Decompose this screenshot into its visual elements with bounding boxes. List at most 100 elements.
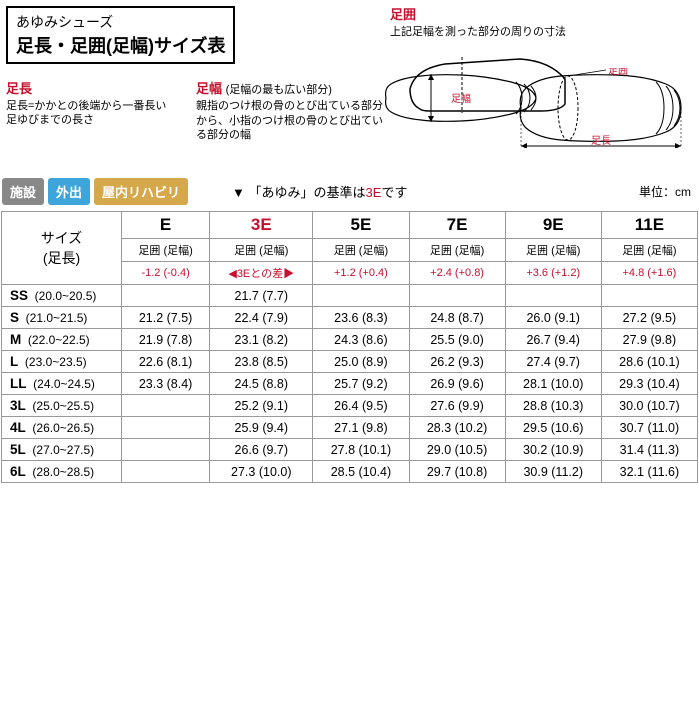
value-cell: 24.3 (8.6) bbox=[313, 329, 409, 351]
value-cell: 29.0 (10.5) bbox=[409, 439, 505, 461]
value-cell: 25.7 (9.2) bbox=[313, 373, 409, 395]
size-cell: 6L (28.0~28.5) bbox=[2, 461, 122, 483]
value-cell: 29.7 (10.8) bbox=[409, 461, 505, 483]
header-sublabel: 足囲 (足幅) bbox=[601, 239, 697, 262]
table-row: SS (20.0~20.5) 21.7 (7.7) bbox=[2, 285, 698, 307]
value-cell: 22.4 (7.9) bbox=[210, 307, 313, 329]
size-cell: 5L (27.0~27.5) bbox=[2, 439, 122, 461]
value-cell: 30.9 (11.2) bbox=[505, 461, 601, 483]
size-cell: 4L (26.0~26.5) bbox=[2, 417, 122, 439]
table-row: 5L (27.0~27.5)26.6 (9.7)27.8 (10.1)29.0 … bbox=[2, 439, 698, 461]
value-cell: 28.6 (10.1) bbox=[601, 351, 697, 373]
value-cell: 26.4 (9.5) bbox=[313, 395, 409, 417]
ashihaba-title: 足幅 bbox=[196, 81, 222, 96]
title-big: 足長・足囲(足幅)サイズ表 bbox=[16, 32, 225, 58]
table-row: 6L (28.0~28.5)27.3 (10.0)28.5 (10.4)29.7… bbox=[2, 461, 698, 483]
value-cell: 23.1 (8.2) bbox=[210, 329, 313, 351]
table-row: 4L (26.0~26.5) 25.9 (9.4)27.1 (9.8)28.3 (… bbox=[2, 417, 698, 439]
value-cell: 25.5 (9.0) bbox=[409, 329, 505, 351]
ashicho-block: 足長 足長=かかとの後端から一番長い足ゆびまでの長さ bbox=[6, 78, 176, 128]
value-cell: 28.1 (10.0) bbox=[505, 373, 601, 395]
value-cell: 27.9 (9.8) bbox=[601, 329, 697, 351]
value-cell: 26.2 (9.3) bbox=[409, 351, 505, 373]
value-cell bbox=[122, 285, 210, 307]
value-cell: 25.2 (9.1) bbox=[210, 395, 313, 417]
value-cell: 27.3 (10.0) bbox=[210, 461, 313, 483]
svg-text:足幅: 足幅 bbox=[451, 92, 471, 105]
header-sublabel: 足囲 (足幅) bbox=[122, 239, 210, 262]
value-cell: 24.5 (8.8) bbox=[210, 373, 313, 395]
value-cell: 26.0 (9.1) bbox=[505, 307, 601, 329]
table-row: L (23.0~23.5)22.6 (8.1)23.8 (8.5)25.0 (8… bbox=[2, 351, 698, 373]
size-cell: 3L (25.0~25.5) bbox=[2, 395, 122, 417]
value-cell: 23.6 (8.3) bbox=[313, 307, 409, 329]
header-width: 7E bbox=[409, 212, 505, 239]
size-cell: M (22.0~22.5) bbox=[2, 329, 122, 351]
value-cell bbox=[601, 285, 697, 307]
header-width: 11E bbox=[601, 212, 697, 239]
value-cell bbox=[505, 285, 601, 307]
value-cell: 27.1 (9.8) bbox=[313, 417, 409, 439]
value-cell: 23.3 (8.4) bbox=[122, 373, 210, 395]
size-cell: S (21.0~21.5) bbox=[2, 307, 122, 329]
svg-text:足囲: 足囲 bbox=[608, 68, 628, 77]
value-cell: 30.7 (11.0) bbox=[601, 417, 697, 439]
value-cell: 21.7 (7.7) bbox=[210, 285, 313, 307]
value-cell: 25.0 (8.9) bbox=[313, 351, 409, 373]
header-width: 3E bbox=[210, 212, 313, 239]
header-width: 5E bbox=[313, 212, 409, 239]
ashikei-desc: 上記足幅を測った部分の周りの寸法 bbox=[390, 25, 690, 39]
value-cell: 30.2 (10.9) bbox=[505, 439, 601, 461]
value-cell: 27.8 (10.1) bbox=[313, 439, 409, 461]
value-cell: 32.1 (11.6) bbox=[601, 461, 697, 483]
ashihaba-note: (足幅の最も広い部分) bbox=[226, 84, 332, 96]
standard-note: ▼ 「あゆみ」の基準は3Eです bbox=[232, 182, 407, 201]
value-cell bbox=[409, 285, 505, 307]
header-size: サイズ(足長) bbox=[2, 212, 122, 285]
table-row: LL (24.0~24.5)23.3 (8.4)24.5 (8.8)25.7 (… bbox=[2, 373, 698, 395]
badge-outdoor: 外出 bbox=[48, 178, 90, 205]
value-cell bbox=[313, 285, 409, 307]
svg-text:足長: 足長 bbox=[591, 135, 611, 147]
header-diff: +2.4 (+0.8) bbox=[409, 262, 505, 285]
badge-rehab: 屋内リハビリ bbox=[94, 178, 188, 205]
header-sublabel: 足囲 (足幅) bbox=[313, 239, 409, 262]
header-width: 9E bbox=[505, 212, 601, 239]
value-cell: 29.3 (10.4) bbox=[601, 373, 697, 395]
value-cell: 26.7 (9.4) bbox=[505, 329, 601, 351]
badge-facility: 施設 bbox=[2, 178, 44, 205]
badges-row: 施設 外出 屋内リハビリ ▼ 「あゆみ」の基準は3Eです 単位：cm bbox=[2, 178, 697, 205]
header-diff: +1.2 (+0.4) bbox=[313, 262, 409, 285]
value-cell: 23.8 (8.5) bbox=[210, 351, 313, 373]
value-cell: 28.8 (10.3) bbox=[505, 395, 601, 417]
ashikei-title: 足囲 bbox=[390, 4, 690, 23]
header-diff: ◀3Eとの差▶ bbox=[210, 262, 313, 285]
value-cell: 25.9 (9.4) bbox=[210, 417, 313, 439]
value-cell: 31.4 (11.3) bbox=[601, 439, 697, 461]
header-width: E bbox=[122, 212, 210, 239]
title-box: あゆみシューズ 足長・足囲(足幅)サイズ表 bbox=[6, 6, 235, 64]
ashicho-title: 足長 bbox=[6, 78, 176, 97]
header-sublabel: 足囲 (足幅) bbox=[210, 239, 313, 262]
header-diff: +4.8 (+1.6) bbox=[601, 262, 697, 285]
value-cell bbox=[122, 461, 210, 483]
size-table: サイズ(足長)E3E5E7E9E11E 足囲 (足幅)足囲 (足幅)足囲 (足幅… bbox=[1, 211, 698, 483]
size-cell: SS (20.0~20.5) bbox=[2, 285, 122, 307]
value-cell: 21.2 (7.5) bbox=[122, 307, 210, 329]
ashihaba-desc: 親指のつけ根の骨のとび出ている部分から、小指のつけ根の骨のとび出ている部分の幅 bbox=[196, 99, 386, 142]
value-cell: 29.5 (10.6) bbox=[505, 417, 601, 439]
header-sublabel: 足囲 (足幅) bbox=[505, 239, 601, 262]
header-diff: +3.6 (+1.2) bbox=[505, 262, 601, 285]
ashihaba-block: 足幅 (足幅の最も広い部分) 親指のつけ根の骨のとび出ている部分から、小指のつけ… bbox=[196, 78, 386, 142]
table-row: M (22.0~22.5)21.9 (7.8)23.1 (8.2)24.3 (8… bbox=[2, 329, 698, 351]
value-cell bbox=[122, 439, 210, 461]
header-sublabel: 足囲 (足幅) bbox=[409, 239, 505, 262]
size-cell: LL (24.0~24.5) bbox=[2, 373, 122, 395]
value-cell: 24.8 (8.7) bbox=[409, 307, 505, 329]
value-cell: 21.9 (7.8) bbox=[122, 329, 210, 351]
ashicho-desc: 足長=かかとの後端から一番長い足ゆびまでの長さ bbox=[6, 99, 176, 128]
value-cell: 28.3 (10.2) bbox=[409, 417, 505, 439]
value-cell: 26.9 (9.6) bbox=[409, 373, 505, 395]
header-diff: -1.2 (-0.4) bbox=[122, 262, 210, 285]
value-cell: 27.2 (9.5) bbox=[601, 307, 697, 329]
